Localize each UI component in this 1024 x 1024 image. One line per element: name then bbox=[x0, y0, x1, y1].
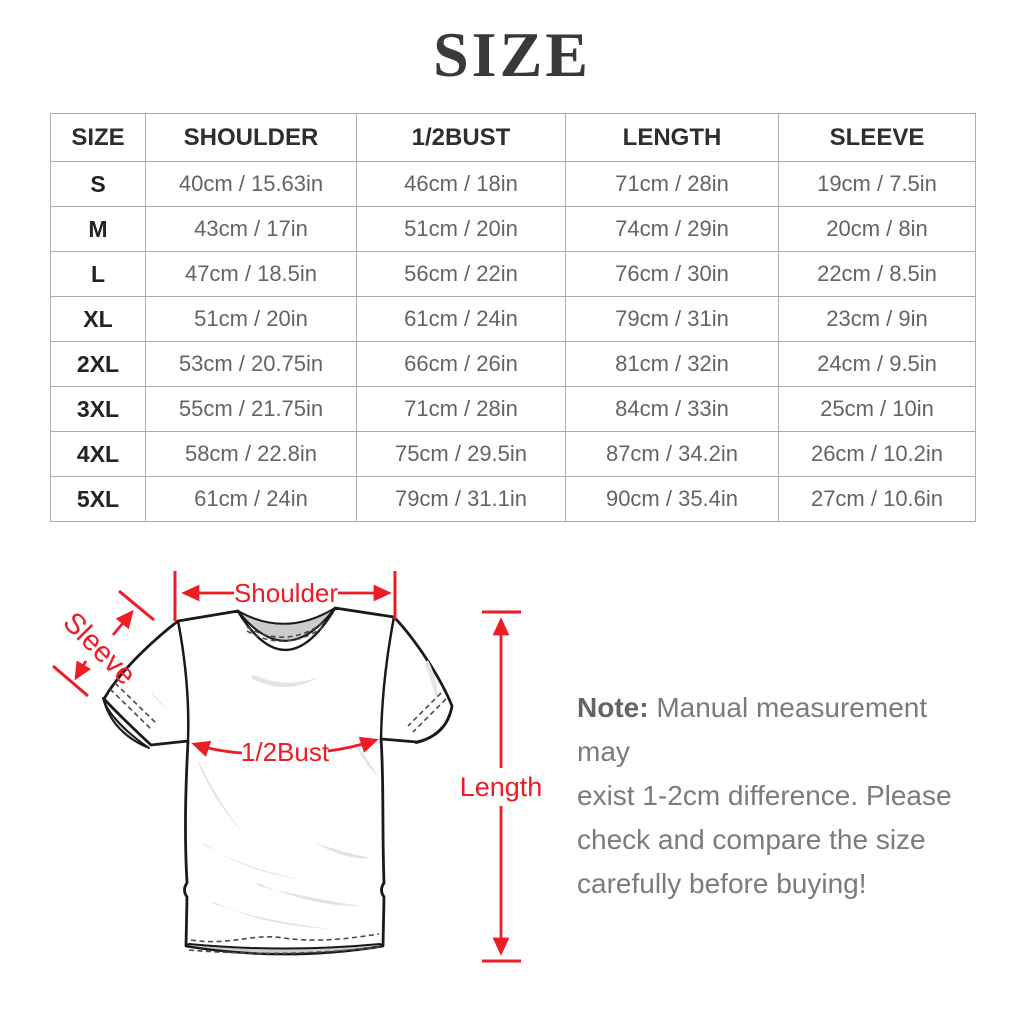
table-row: 4XL 58cm / 22.8in 75cm / 29.5in 87cm / 3… bbox=[50, 431, 976, 477]
length-label: Length bbox=[460, 772, 543, 802]
cell-bust: 56cm / 22in bbox=[356, 251, 566, 297]
sleeve-tick-upper bbox=[118, 589, 155, 622]
cell-length: 74cm / 29in bbox=[565, 206, 779, 252]
size-table: SIZE SHOULDER 1/2BUST LENGTH SLEEVE S 40… bbox=[50, 113, 976, 522]
cell-shoulder: 61cm / 24in bbox=[145, 476, 357, 522]
page-title: SIZE bbox=[433, 19, 591, 90]
table-row: 5XL 61cm / 24in 79cm / 31.1in 90cm / 35.… bbox=[50, 476, 976, 522]
right-cuff bbox=[415, 704, 453, 744]
table-row: M 43cm / 17in 51cm / 20in 74cm / 29in 20… bbox=[50, 206, 976, 252]
header-size: SIZE bbox=[50, 113, 146, 162]
left-cuff-stitch bbox=[109, 688, 153, 731]
cell-sleeve: 23cm / 9in bbox=[778, 296, 976, 342]
cell-shoulder: 40cm / 15.63in bbox=[145, 161, 357, 207]
note-text: Note: Manual measurement may exist 1-2cm… bbox=[577, 686, 977, 906]
cell-sleeve: 22cm / 8.5in bbox=[778, 251, 976, 297]
header-sleeve: SLEEVE bbox=[778, 113, 976, 162]
bust-arrow-right bbox=[327, 736, 379, 753]
table-row: L 47cm / 18.5in 56cm / 22in 76cm / 30in … bbox=[50, 251, 976, 297]
tshirt-illustration bbox=[102, 606, 454, 956]
cell-shoulder: 58cm / 22.8in bbox=[145, 431, 357, 477]
shoulder-annotation: Shoulder bbox=[173, 571, 397, 621]
note-line: exist 1-2cm difference. Please bbox=[577, 780, 952, 811]
table-row: 3XL 55cm / 21.75in 71cm / 28in 84cm / 33… bbox=[50, 386, 976, 432]
cell-length: 87cm / 34.2in bbox=[565, 431, 779, 477]
tshirt-outline bbox=[102, 606, 454, 956]
cell-bust: 51cm / 20in bbox=[356, 206, 566, 252]
cell-bust: 79cm / 31.1in bbox=[356, 476, 566, 522]
note-line: carefully before buying! bbox=[577, 868, 867, 899]
length-annotation: Length bbox=[460, 610, 543, 963]
cell-size: S bbox=[50, 161, 146, 207]
right-cuff-stitch bbox=[412, 698, 447, 733]
note-line: Note: Manual measurement may bbox=[577, 686, 977, 774]
cell-shoulder: 43cm / 17in bbox=[145, 206, 357, 252]
left-cuff-stitch bbox=[114, 682, 158, 725]
cell-length: 84cm / 33in bbox=[565, 386, 779, 432]
collar-stitch bbox=[246, 624, 327, 642]
cell-sleeve: 19cm / 7.5in bbox=[778, 161, 976, 207]
cell-length: 90cm / 35.4in bbox=[565, 476, 779, 522]
table-row: S 40cm / 15.63in 46cm / 18in 71cm / 28in… bbox=[50, 161, 976, 207]
cell-shoulder: 51cm / 20in bbox=[145, 296, 357, 342]
cell-shoulder: 53cm / 20.75in bbox=[145, 341, 357, 387]
note-line: check and compare the size bbox=[577, 824, 926, 855]
left-sleeve-seam bbox=[176, 619, 190, 743]
cell-bust: 75cm / 29.5in bbox=[356, 431, 566, 477]
table-row: XL 51cm / 20in 61cm / 24in 79cm / 31in 2… bbox=[50, 296, 976, 342]
cell-size: 2XL bbox=[50, 341, 146, 387]
table-row: 2XL 53cm / 20.75in 66cm / 26in 81cm / 32… bbox=[50, 341, 976, 387]
cell-bust: 61cm / 24in bbox=[356, 296, 566, 342]
bust-annotation: 1/2Bust bbox=[191, 736, 379, 767]
collar-stitch bbox=[246, 620, 327, 638]
cell-size: L bbox=[50, 251, 146, 297]
cell-size: 3XL bbox=[50, 386, 146, 432]
cell-size: 5XL bbox=[50, 476, 146, 522]
cell-sleeve: 25cm / 10in bbox=[778, 386, 976, 432]
cell-shoulder: 47cm / 18.5in bbox=[145, 251, 357, 297]
note-label: Note: bbox=[577, 692, 649, 723]
cell-sleeve: 24cm / 9.5in bbox=[778, 341, 976, 387]
right-sleeve-seam bbox=[379, 615, 396, 741]
sleeve-tick-lower bbox=[52, 664, 89, 698]
header-bust: 1/2BUST bbox=[356, 113, 566, 162]
cell-sleeve: 26cm / 10.2in bbox=[778, 431, 976, 477]
hem-stitch bbox=[188, 946, 382, 955]
shoulder-label: Shoulder bbox=[234, 578, 338, 608]
bust-arrow-left bbox=[191, 740, 243, 757]
cell-sleeve: 27cm / 10.6in bbox=[778, 476, 976, 522]
sleeve-arrow-lower bbox=[74, 660, 92, 681]
cell-size: XL bbox=[50, 296, 146, 342]
sleeve-arrow-upper bbox=[111, 609, 134, 636]
cell-sleeve: 20cm / 8in bbox=[778, 206, 976, 252]
note-line-text: Manual measurement may bbox=[577, 692, 928, 767]
right-cuff-stitch bbox=[407, 692, 442, 727]
cell-bust: 71cm / 28in bbox=[356, 386, 566, 432]
hem-stitch bbox=[190, 933, 380, 943]
cell-bust: 46cm / 18in bbox=[356, 161, 566, 207]
header-length: LENGTH bbox=[565, 113, 779, 162]
table-header-row: SIZE SHOULDER 1/2BUST LENGTH SLEEVE bbox=[50, 113, 976, 162]
bust-label: 1/2Bust bbox=[241, 737, 330, 767]
cell-size: M bbox=[50, 206, 146, 252]
wrinkle-shading bbox=[150, 660, 438, 929]
left-cuff bbox=[102, 697, 150, 749]
